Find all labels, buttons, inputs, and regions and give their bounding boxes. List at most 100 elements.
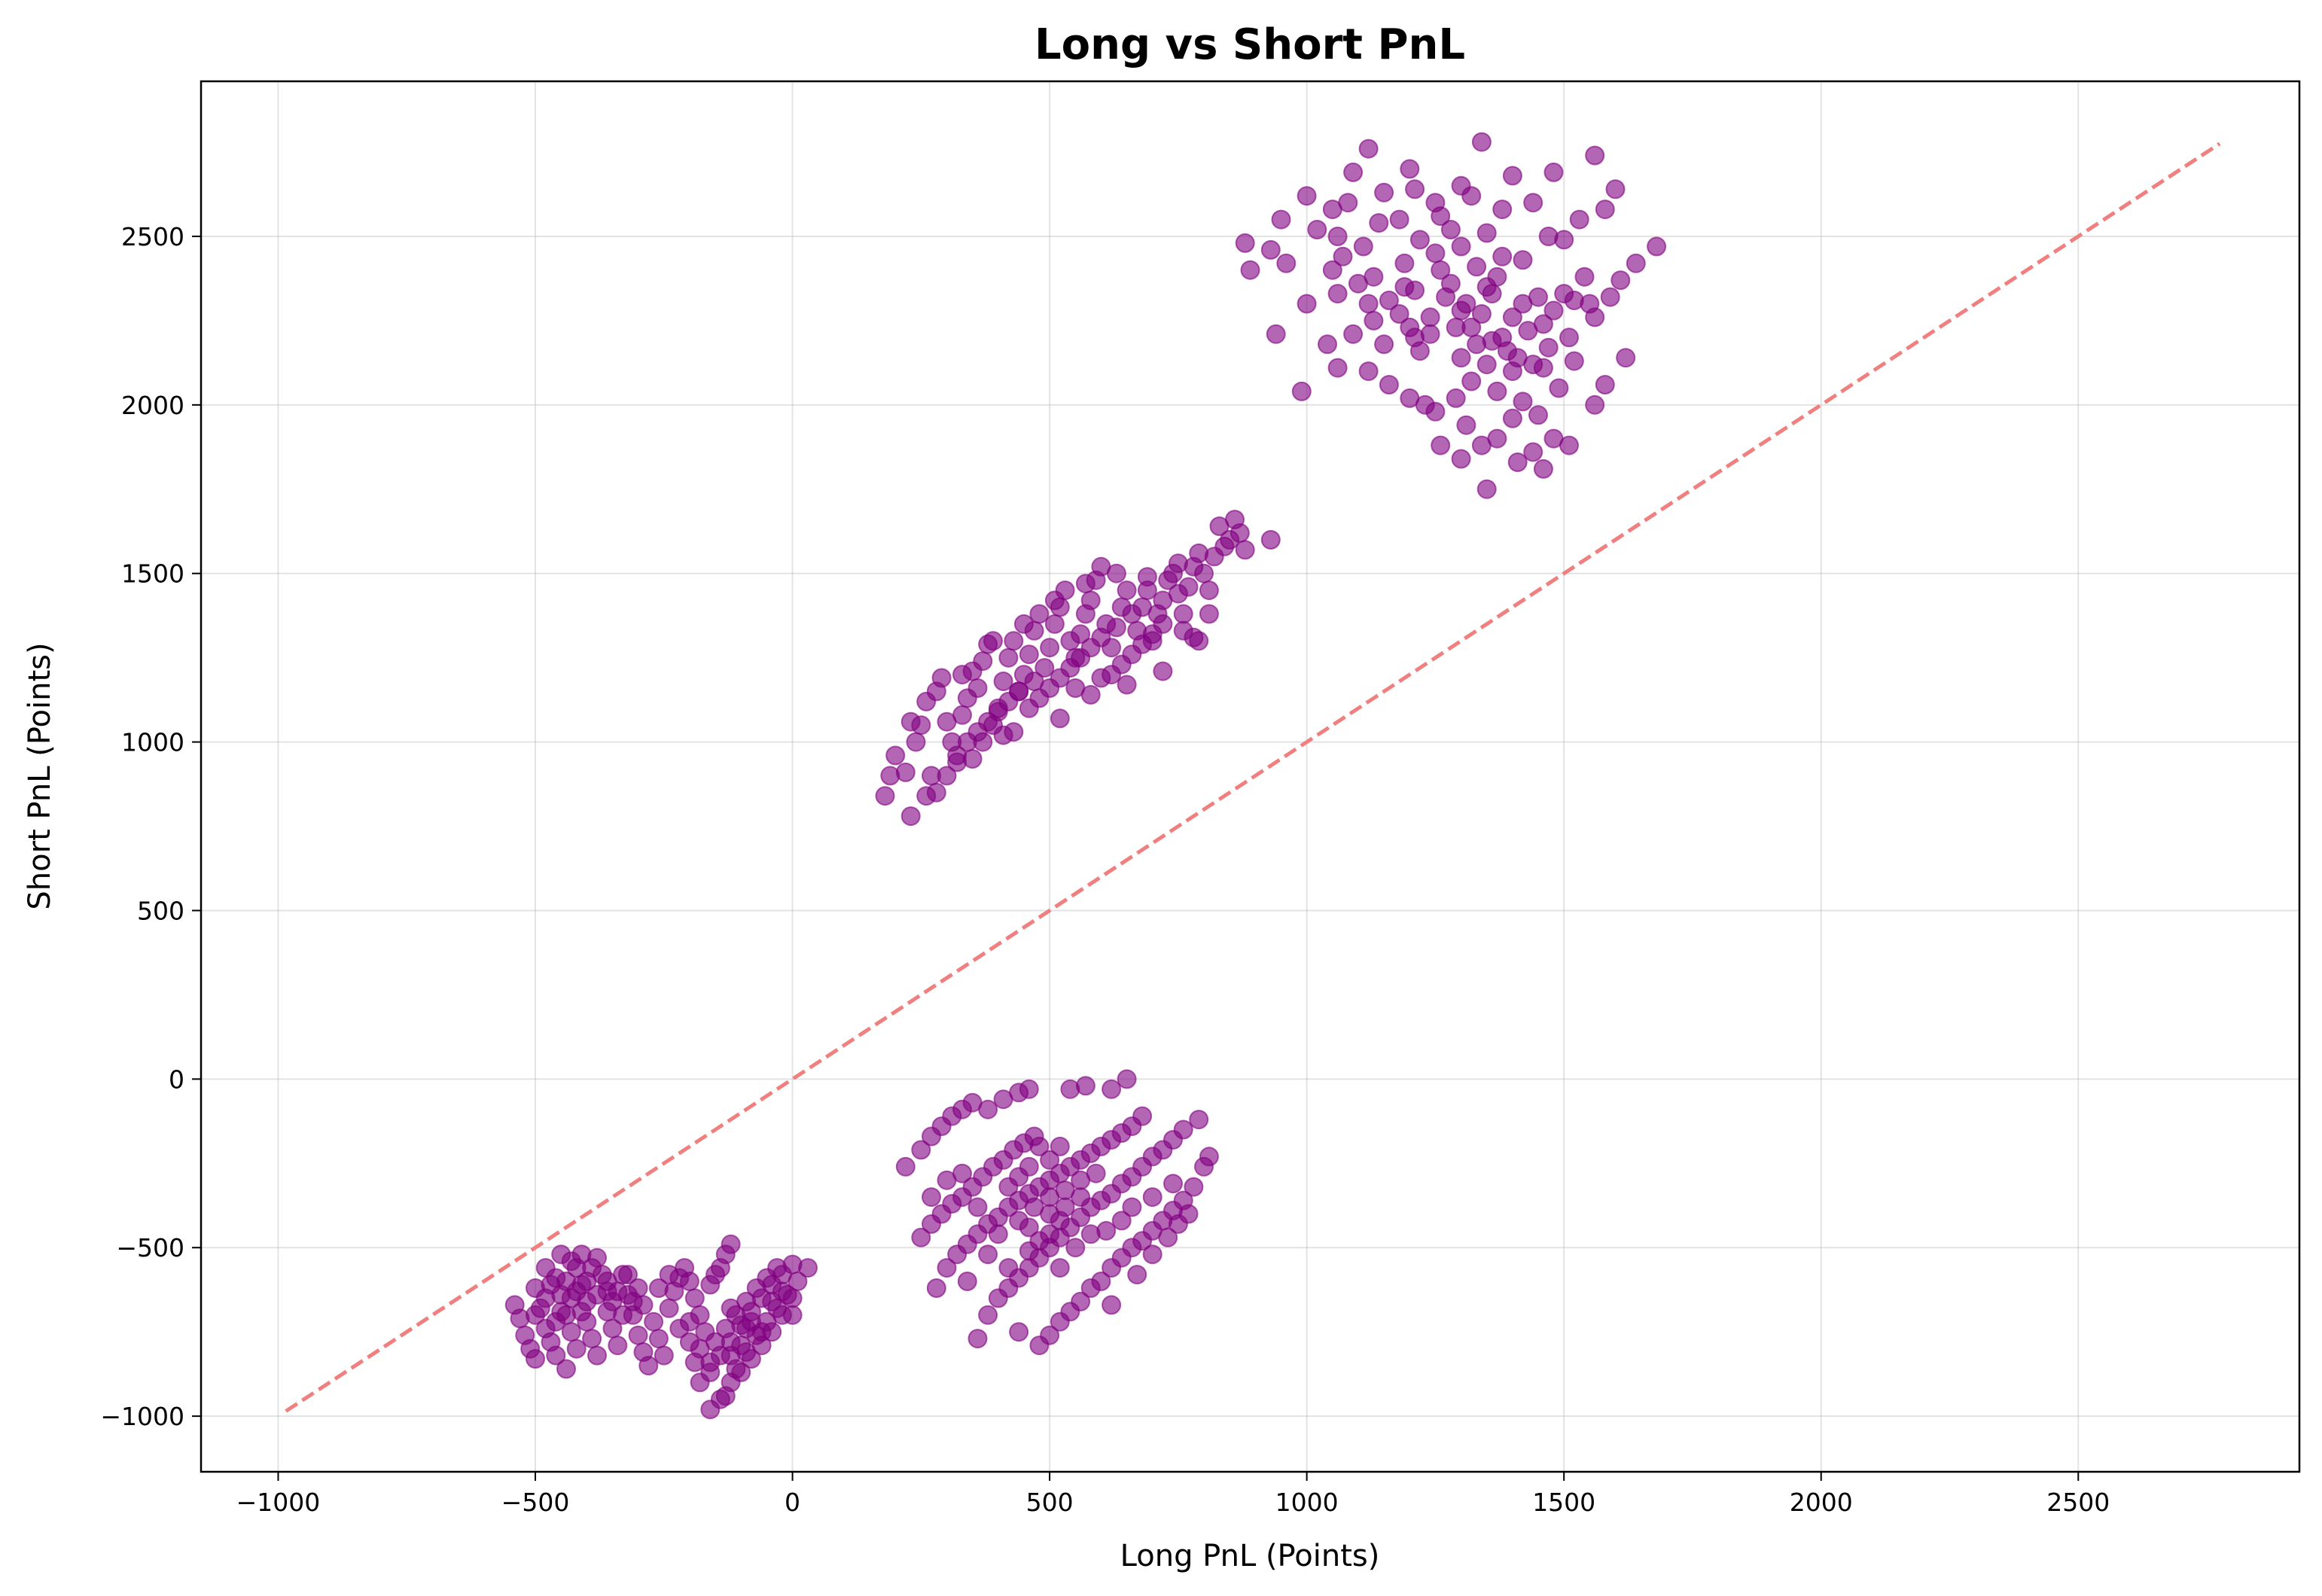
scatter-point — [1507, 452, 1528, 472]
scatter-point — [1065, 1238, 1086, 1258]
scatter-point — [1451, 300, 1471, 321]
scatter-point — [1230, 523, 1250, 543]
x-tick-label: 500 — [1026, 1488, 1074, 1517]
scatter-point — [571, 1244, 592, 1265]
scatter-point — [1605, 179, 1626, 200]
x-tick-label: 2000 — [1790, 1488, 1853, 1517]
scatter-point — [1451, 348, 1471, 368]
scatter-point — [1369, 213, 1389, 233]
scatter-point — [885, 745, 906, 766]
x-axis-label: Long PnL (Points) — [1120, 1539, 1380, 1573]
scatter-point — [1492, 200, 1513, 220]
scatter-point — [1327, 284, 1348, 304]
y-axis-label: Short PnL (Points) — [23, 642, 57, 909]
scatter-point — [937, 766, 957, 786]
scatter-point — [1379, 375, 1399, 394]
scatter-point — [1451, 449, 1471, 469]
scatter-point — [1610, 270, 1631, 291]
scatter-point — [1297, 294, 1317, 314]
scatter-point — [957, 1272, 977, 1291]
scatter-point — [1513, 250, 1533, 270]
scatter-point — [1266, 324, 1286, 344]
y-tick-label: −500 — [116, 1233, 184, 1262]
scatter-point — [988, 1224, 1008, 1244]
x-tick-label: −1000 — [236, 1488, 321, 1517]
scatter-point — [1013, 614, 1034, 634]
scatter-point — [1585, 307, 1605, 327]
scatter-point — [556, 1359, 576, 1379]
scatter-point — [1374, 334, 1394, 355]
scatter-point — [1158, 1227, 1178, 1247]
scatter-point — [1471, 304, 1492, 324]
scatter-point — [628, 1325, 648, 1345]
scatter-point — [1132, 1106, 1153, 1126]
scatter-point — [1389, 209, 1409, 230]
scatter-point — [1585, 145, 1605, 166]
scatter-point — [973, 732, 993, 752]
scatter-point — [1487, 267, 1507, 287]
scatter-point — [1513, 294, 1533, 314]
scatter-point — [618, 1265, 638, 1285]
scatter-point — [978, 1244, 998, 1265]
scatter-point — [993, 725, 1013, 745]
scatter-point — [926, 1278, 946, 1298]
scatter-point — [1559, 327, 1579, 348]
scatter-point — [1338, 193, 1358, 213]
scatter-point — [721, 1234, 741, 1254]
scatter-point — [1543, 162, 1564, 182]
scatter-point — [1199, 604, 1219, 624]
scatter-point — [1476, 223, 1497, 243]
scatter-point — [1327, 227, 1348, 246]
scatter-point — [1199, 580, 1219, 601]
scatter-point — [648, 1278, 669, 1298]
scatter-point — [561, 1322, 581, 1342]
scatter-point — [1502, 307, 1522, 327]
scatter-point — [684, 1352, 705, 1372]
scatter-point — [1019, 1079, 1039, 1099]
scatter-point — [1569, 209, 1589, 230]
scatter-point — [1184, 1177, 1204, 1197]
scatter-point — [1271, 209, 1291, 230]
scatter-point — [1343, 162, 1364, 182]
scatter-point — [1322, 260, 1342, 280]
scatter-point — [1106, 563, 1126, 583]
y-tick-label: 1000 — [121, 728, 184, 757]
scatter-point — [937, 1258, 957, 1278]
scatter-point — [1528, 405, 1548, 425]
scatter-point — [973, 651, 993, 672]
scatter-point — [1122, 1197, 1142, 1217]
scatter-point — [1502, 166, 1522, 186]
scatter-point — [1178, 1204, 1199, 1224]
scatter-point — [731, 1336, 751, 1356]
scatter-point — [1019, 644, 1039, 665]
scatter-point — [900, 806, 921, 827]
scatter-point — [1080, 590, 1101, 611]
scatter-point — [1199, 1147, 1219, 1167]
scatter-point — [1276, 253, 1297, 273]
scatter-point — [1044, 590, 1065, 611]
scatter-point — [715, 1318, 736, 1339]
scatter-point — [1333, 246, 1353, 267]
scatter-point — [1091, 627, 1111, 647]
scatter-point — [1440, 273, 1461, 294]
scatter-point — [1585, 394, 1605, 415]
scatter-point — [638, 1356, 659, 1375]
diagonal-reference-line — [285, 142, 2221, 1413]
scatter-point — [1502, 408, 1522, 428]
scatter-point — [1071, 624, 1091, 644]
scatter-point — [1487, 428, 1507, 449]
scatter-point — [1055, 1197, 1075, 1217]
plot-frame — [200, 80, 2301, 1473]
scatter-point — [1471, 132, 1492, 152]
scatter-point — [911, 1140, 931, 1160]
scatter-point — [1502, 361, 1522, 382]
scatter-point — [1431, 435, 1451, 455]
y-tick-label: −1000 — [100, 1402, 184, 1431]
scatter-point — [566, 1339, 587, 1359]
scatter-point — [721, 1298, 741, 1318]
scatter-point — [906, 732, 926, 752]
scatter-point — [1009, 681, 1029, 702]
scatter-point — [582, 1329, 602, 1349]
scatter-point — [1461, 317, 1482, 337]
scatter-point — [1117, 1069, 1137, 1089]
